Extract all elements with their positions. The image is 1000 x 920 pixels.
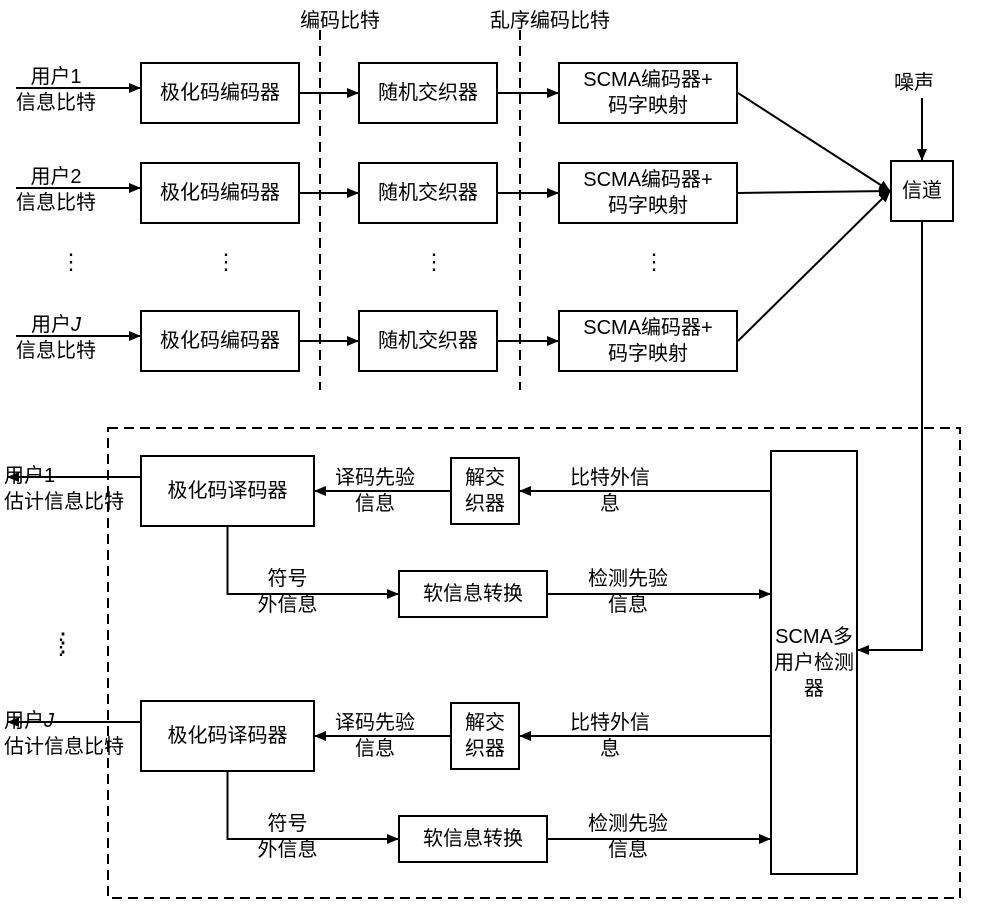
decode-prior-label-1: 译码先验 信息 [335, 710, 415, 762]
user-label-2: 用户J信息比特 [16, 312, 96, 364]
vdots-scma-top: ⋮ [643, 255, 665, 268]
sym-ext-label-1: 符号 外信息 [258, 811, 318, 863]
bit-ext-label-0: 比特外信 息 [570, 465, 650, 517]
scma-encoder-0: SCMA编码器+ 码字映射 [558, 62, 738, 124]
detect-prior-label-0: 检测先验 信息 [588, 566, 668, 618]
soft-conv-0: 软信息转换 [398, 570, 548, 618]
channel-box: 信道 [890, 160, 954, 222]
polar-encoder-0: 极化码编码器 [140, 62, 300, 124]
header-encoded-bits: 编码比特 [300, 8, 380, 34]
output-label-0: 用户1 估计信息比特 [4, 463, 124, 515]
scma-encoder-2: SCMA编码器+ 码字映射 [558, 310, 738, 372]
bit-ext-label-1: 比特外信 息 [570, 710, 650, 762]
diagram-canvas: 编码比特乱序编码比特信道噪声用户1 信息比特极化码编码器随机交织器SCMA编码器… [0, 0, 1000, 920]
detect-prior-label-1: 检测先验 信息 [588, 811, 668, 863]
noise-label: 噪声 [894, 70, 934, 96]
interleaver-2: 随机交织器 [358, 310, 498, 372]
user-label-1: 用户2 信息比特 [16, 164, 96, 216]
deinterleaver-0: 解交 织器 [450, 457, 520, 525]
polar-encoder-1: 极化码编码器 [140, 162, 300, 224]
vdots-bottom: ⋮ [50, 635, 76, 651]
vdots-users-top: ⋮ [60, 255, 82, 268]
decode-prior-label-0: 译码先验 信息 [335, 465, 415, 517]
output-label-1: 用户J估计信息比特 [4, 708, 124, 760]
polar-decoder-1: 极化码译码器 [140, 700, 315, 772]
soft-conv-1: 软信息转换 [398, 815, 548, 863]
vdots-enc-top: ⋮ [215, 255, 237, 268]
header-shuffled-bits: 乱序编码比特 [490, 8, 610, 34]
scma-detector: SCMA多 用户检测 器 [770, 450, 858, 875]
interleaver-0: 随机交织器 [358, 62, 498, 124]
scma-encoder-1: SCMA编码器+ 码字映射 [558, 162, 738, 224]
polar-decoder-0: 极化码译码器 [140, 455, 315, 527]
interleaver-1: 随机交织器 [358, 162, 498, 224]
polar-encoder-2: 极化码编码器 [140, 310, 300, 372]
sym-ext-label-0: 符号 外信息 [258, 566, 318, 618]
deinterleaver-1: 解交 织器 [450, 702, 520, 770]
vdots-inter-top: ⋮ [423, 255, 445, 268]
user-label-0: 用户1 信息比特 [16, 64, 96, 116]
